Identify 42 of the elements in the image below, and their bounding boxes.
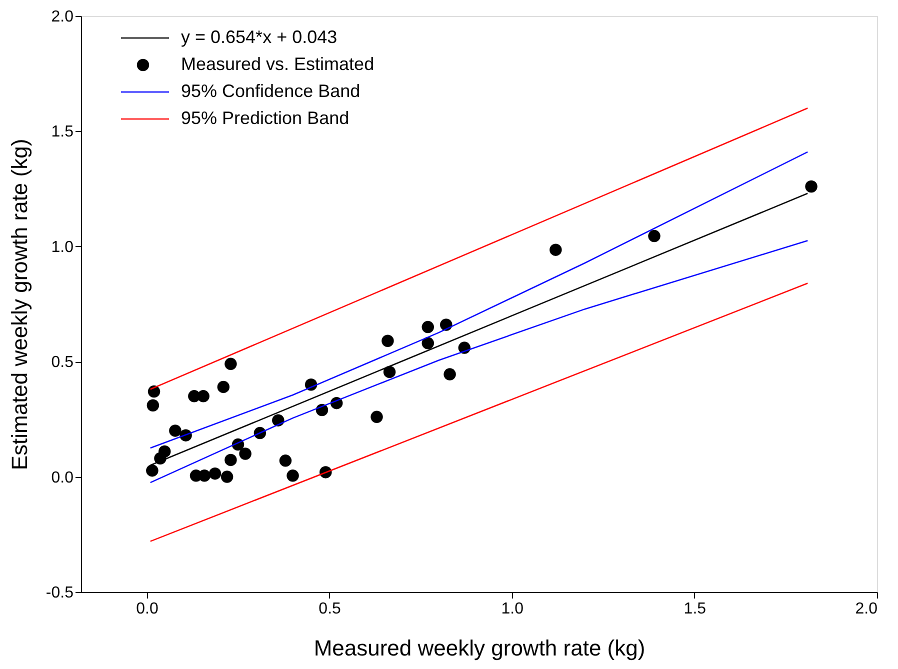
- point: [148, 385, 160, 398]
- point: [146, 464, 158, 477]
- y-tick-label: 1.0: [51, 238, 74, 256]
- y-tick-label: 2.0: [51, 8, 74, 26]
- point: [169, 424, 182, 437]
- point: [422, 320, 434, 334]
- y-tick-label: 1.5: [51, 124, 74, 141]
- point: [197, 390, 210, 402]
- x-axis-title: Measured weekly growth rate (kg): [314, 636, 646, 660]
- x-tick-label: 0.5: [318, 600, 342, 618]
- x-tick-label: 1.5: [684, 600, 706, 618]
- point: [444, 368, 456, 380]
- y-tick-label: 0.5: [51, 354, 74, 372]
- point: [383, 366, 396, 378]
- point: [422, 337, 434, 350]
- point: [382, 334, 394, 347]
- y-tick-label: 0.0: [51, 469, 74, 486]
- line-series: [150, 240, 808, 484]
- point: [648, 230, 660, 242]
- point: [224, 454, 237, 466]
- point: [370, 410, 383, 424]
- legend-label: 95% Confidence Band: [181, 81, 360, 101]
- x-tick-label: 0.0: [136, 600, 158, 618]
- point: [224, 358, 237, 370]
- legend-label: Measured vs. Estimated: [181, 54, 374, 74]
- point: [146, 399, 160, 412]
- y-axis-title: Estimated weekly growth rate (kg): [6, 138, 32, 470]
- point: [208, 467, 222, 480]
- point: [550, 244, 562, 256]
- legend-label: 95% Prediction Band: [181, 108, 350, 128]
- point: [805, 180, 818, 193]
- point: [279, 454, 292, 467]
- y-tick-label: -0.5: [46, 584, 74, 602]
- point: [286, 470, 299, 482]
- point: [217, 380, 230, 394]
- x-tick-label: 2.0: [855, 600, 878, 618]
- point: [239, 448, 252, 460]
- line-series: [150, 151, 808, 449]
- x-tick-label: 1.0: [501, 600, 524, 618]
- legend-label: y = 0.654*x + 0.043: [181, 27, 338, 47]
- point: [220, 470, 234, 483]
- point: [154, 452, 166, 464]
